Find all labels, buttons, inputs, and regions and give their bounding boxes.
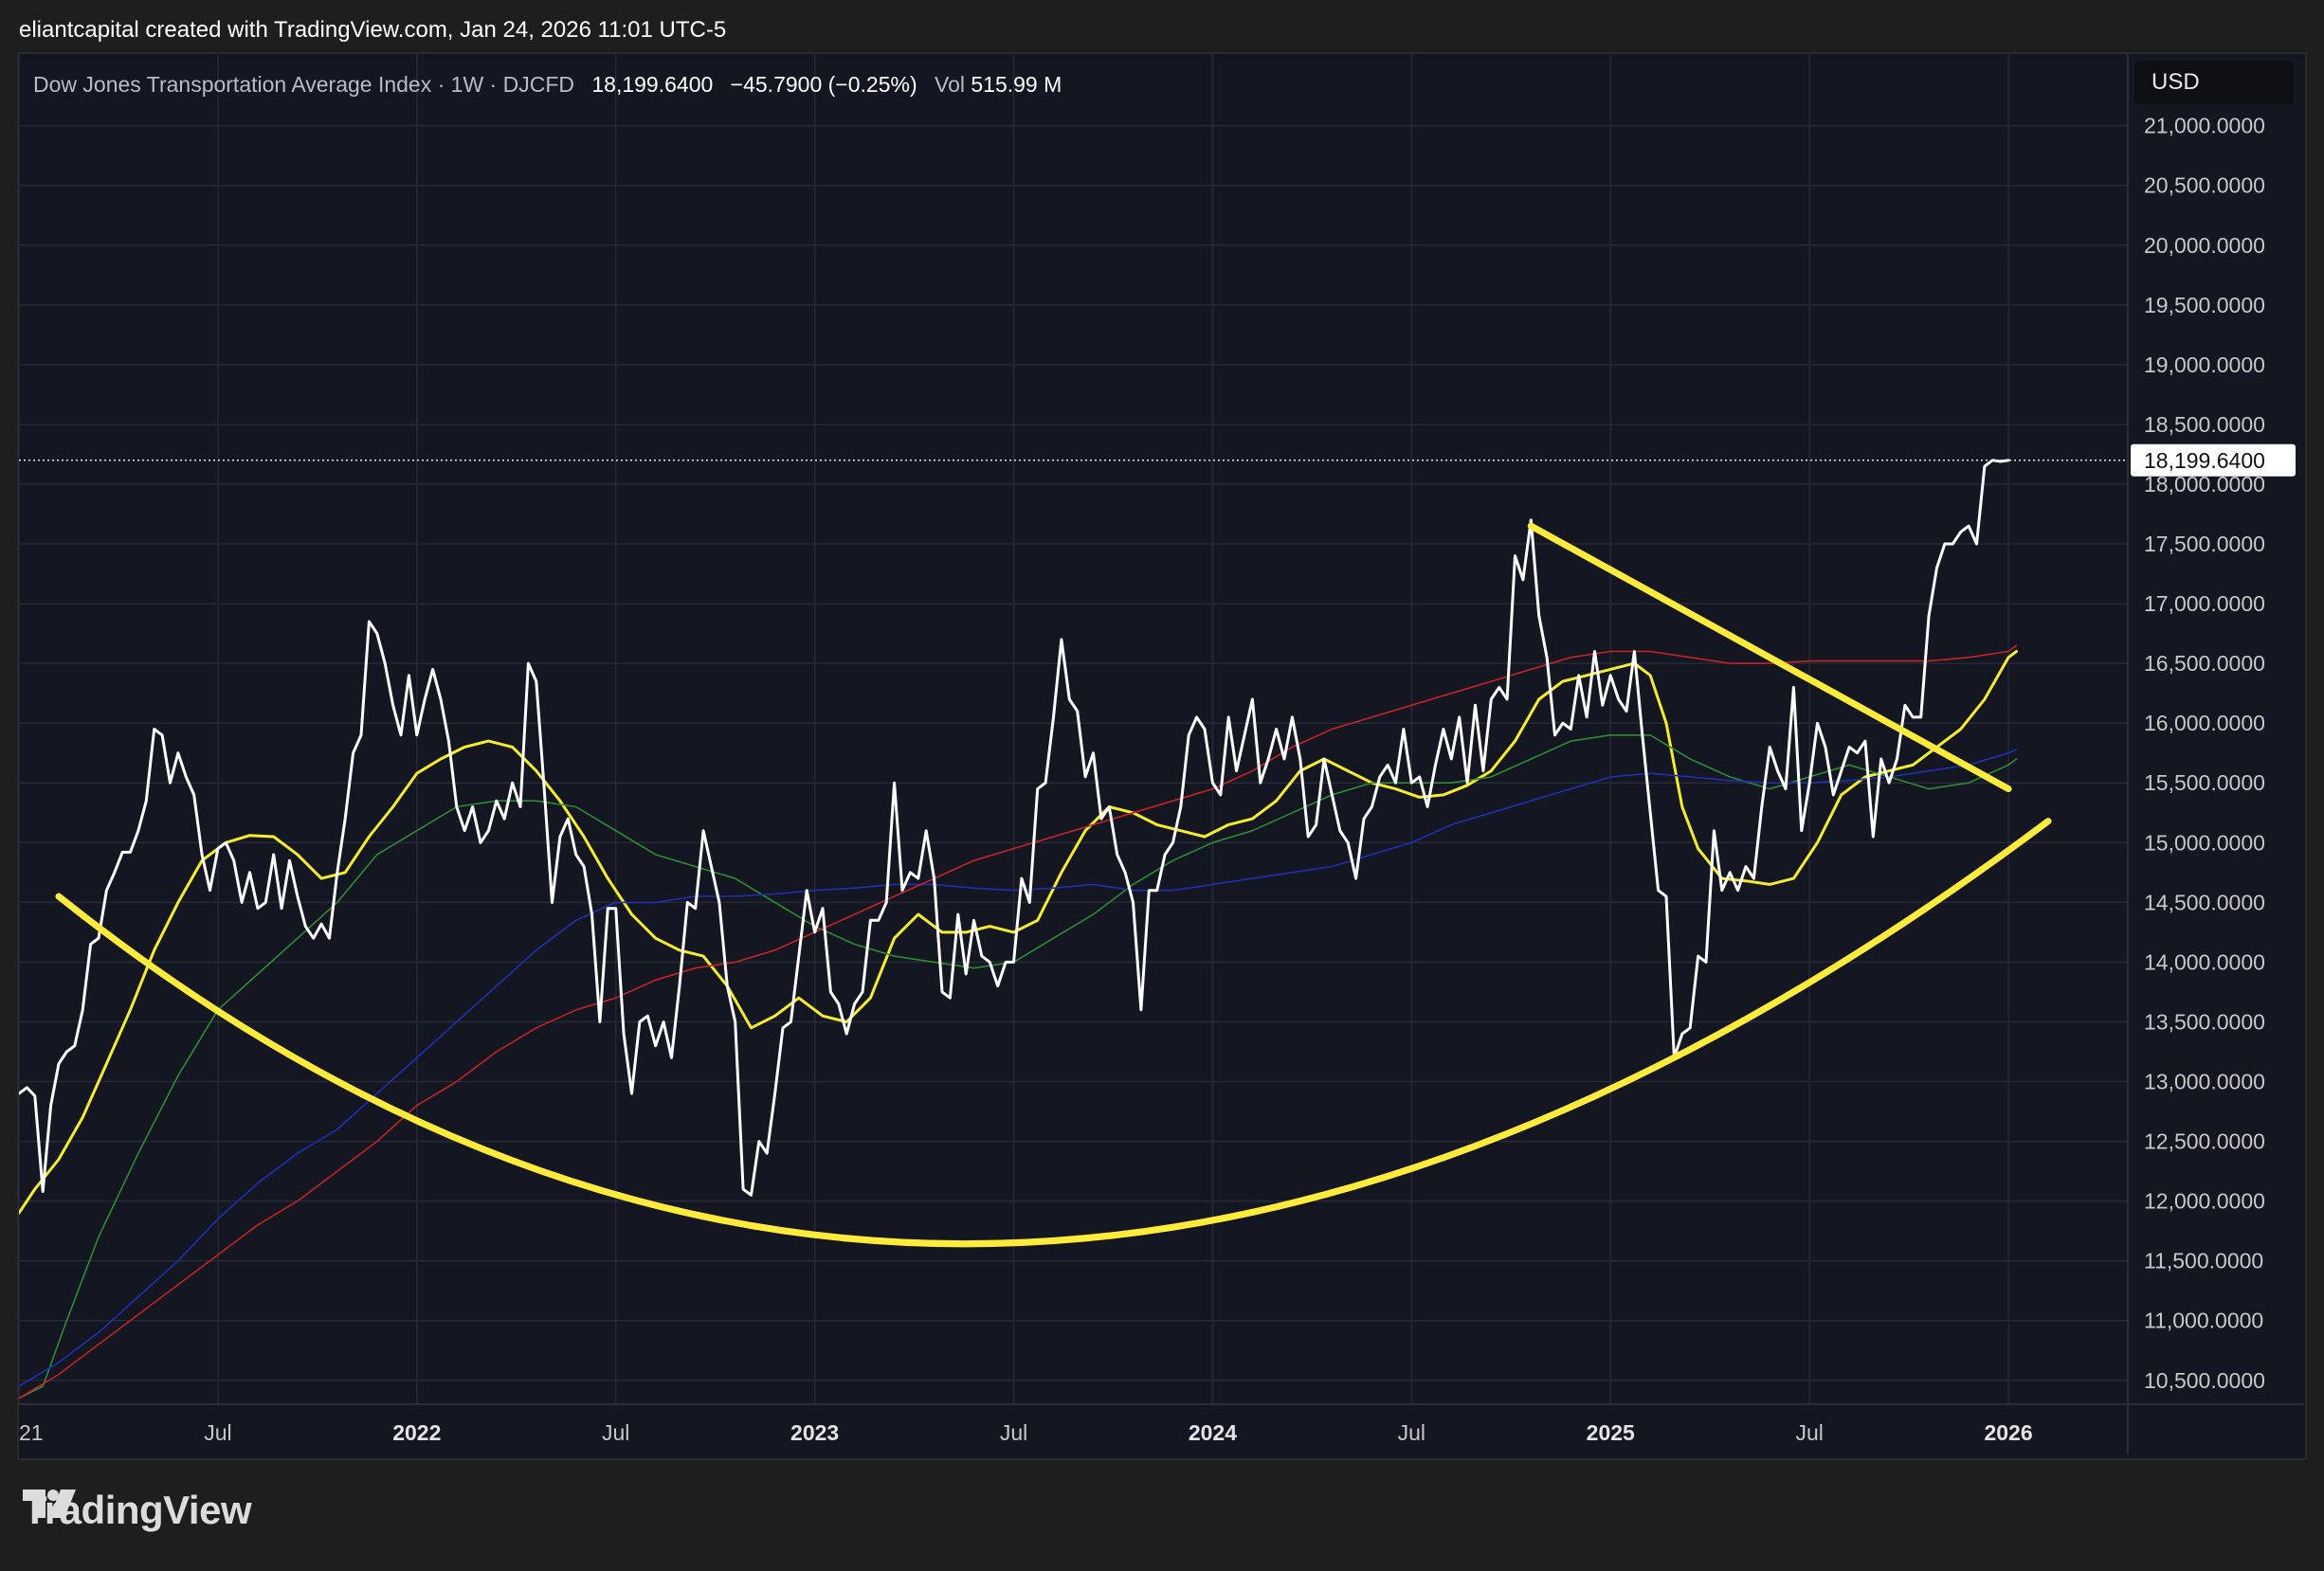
tradingview-logo[interactable]: TradingView: [23, 1488, 252, 1533]
price-tick-label: 17,000.0000: [2144, 591, 2265, 616]
time-tick-label: Jul: [204, 1420, 231, 1445]
chart-legend: Dow Jones Transportation Average Index ·…: [33, 72, 1062, 97]
price-tick-label: 21,000.0000: [2144, 114, 2265, 138]
price-tick-label: 18,500.0000: [2144, 412, 2265, 437]
time-tick-label: Jul: [602, 1420, 629, 1445]
price-tick-label: 20,500.0000: [2144, 173, 2265, 198]
price-tick-label: 14,000.0000: [2144, 949, 2265, 974]
legend-vol-label: Vol: [935, 72, 965, 97]
price-axis: 10,500.0000 11,000.0000 11,500.0000 12,000.…: [2144, 114, 2265, 1393]
price-tick-label: 19,500.0000: [2144, 293, 2265, 317]
last-price-tag-box: [2131, 443, 2296, 477]
tradingview-logo-icon: [23, 1490, 76, 1518]
rounded-bottom-arc: [55, 818, 2052, 1248]
time-tick-label: Jul: [1000, 1420, 1027, 1445]
legend-price: 18,199.6400: [591, 72, 713, 97]
chart-grid: [18, 54, 2128, 1404]
price-tick-label: 10,500.0000: [2144, 1368, 2265, 1393]
legend-change: −45.7900 (−0.25%): [731, 72, 917, 97]
time-tick-label: 2024: [1189, 1420, 1237, 1445]
price-tick-label: 13,500.0000: [2144, 1009, 2265, 1034]
chart-series: [19, 459, 2018, 1399]
price-tick-label: 13,000.0000: [2144, 1070, 2265, 1094]
price-tick-label: 11,500.0000: [2144, 1249, 2263, 1273]
price-tick-label: 12,500.0000: [2144, 1129, 2265, 1154]
price-tick-label: 15,500.0000: [2144, 770, 2265, 795]
price-tick-label: 16,000.0000: [2144, 711, 2265, 735]
last-price-tag: 18,199.6400: [2144, 448, 2265, 473]
series-ma-green: [19, 734, 2018, 1399]
legend-symbol: Dow Jones Transportation Average Index ·…: [33, 72, 574, 97]
currency-button[interactable]: USD: [2134, 61, 2294, 104]
time-axis: 21 Jul 2022 Jul 2023 Jul 2024 Jul 2025 Jul 2026: [19, 1420, 2033, 1445]
price-tick-label: 19,000.0000: [2144, 352, 2265, 377]
price-tick-label: 20,000.0000: [2144, 233, 2265, 258]
price-tick-label: 11,000.0000: [2144, 1309, 2263, 1333]
price-tick-label: 15,000.0000: [2144, 830, 2265, 855]
descending-trendline: [1527, 522, 2012, 793]
time-tick-label: 2023: [790, 1420, 839, 1445]
chart-drawings: [55, 522, 2052, 1248]
series-ma-yellow: [19, 650, 2018, 1215]
time-tick-label: Jul: [1398, 1420, 1425, 1445]
time-tick-label: Jul: [1795, 1420, 1823, 1445]
price-tick-label: 14,500.0000: [2144, 890, 2265, 914]
price-tick-label: 16,500.0000: [2144, 651, 2265, 676]
legend-vol-value: 515.99 M: [971, 72, 1062, 97]
time-tick-label: 2022: [392, 1420, 441, 1445]
series-price-line: [19, 459, 2010, 1197]
time-tick-label: 2025: [1587, 1420, 1635, 1445]
price-tick-label: 12,000.0000: [2144, 1189, 2265, 1214]
price-tick-label: 17,500.0000: [2144, 532, 2265, 556]
series-ma-blue: [19, 749, 2018, 1387]
chart-caption: eliantcapital created with TradingView.c…: [19, 17, 727, 43]
time-tick-label: 2026: [1984, 1420, 2032, 1445]
time-tick-label: 21: [19, 1420, 44, 1445]
last-price-marker: 18,199.6400: [19, 443, 2296, 477]
